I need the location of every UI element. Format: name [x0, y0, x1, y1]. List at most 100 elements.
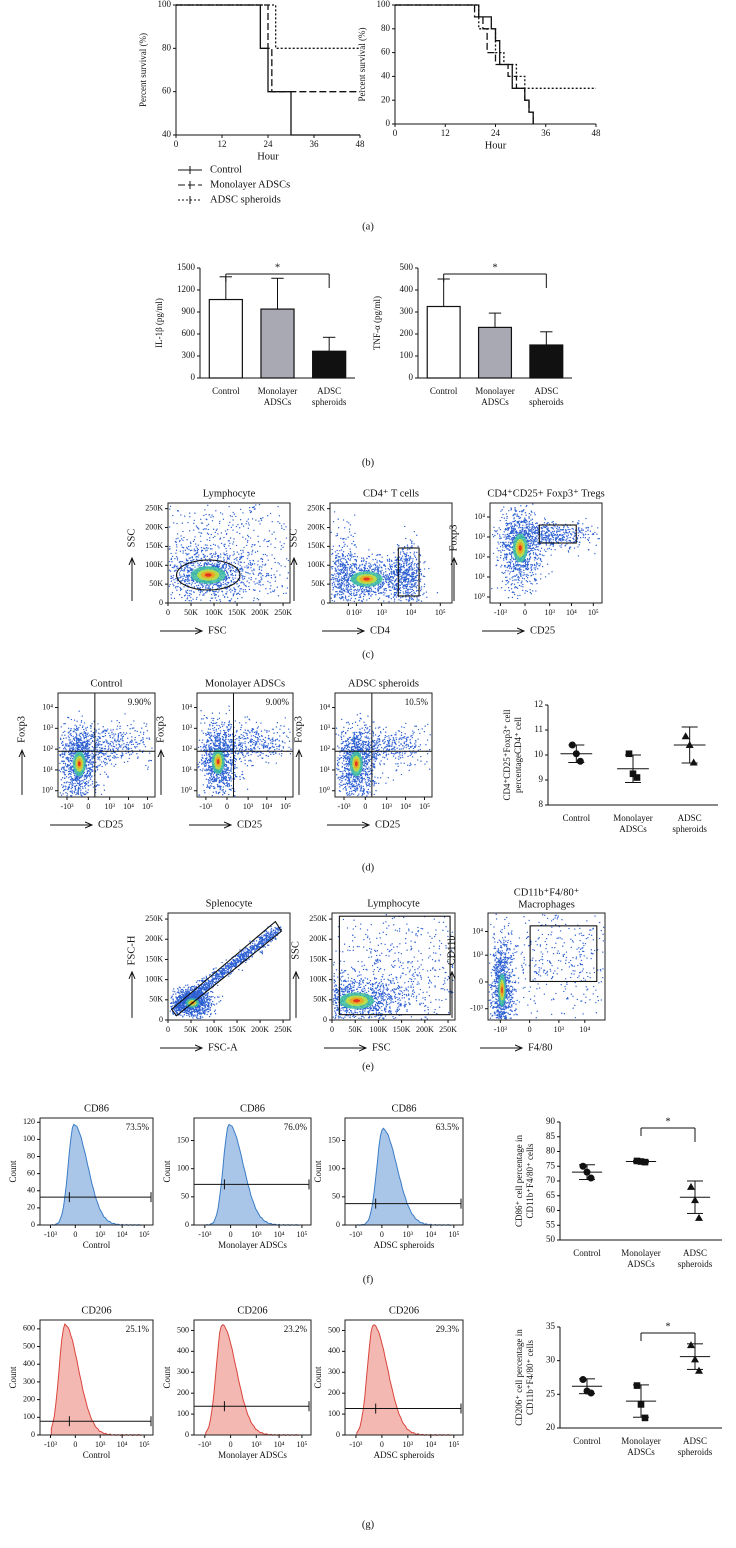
density-core: [363, 577, 370, 581]
x-tick-label: ADSCs: [619, 824, 647, 834]
x-tick-label: 10⁵: [448, 1440, 459, 1449]
y-tick-label: 50K: [149, 995, 163, 1004]
y-tick-label: 400: [328, 1346, 340, 1355]
y-tick-label: 300: [23, 1377, 35, 1386]
x-tick-label: Monolayer: [475, 386, 515, 396]
point: [691, 1355, 699, 1363]
x-tick-label: 0: [73, 1440, 77, 1449]
y-tick-label: 200K: [307, 522, 325, 531]
x-tick-label: 10⁵: [139, 1440, 150, 1449]
y-tick-label: 200: [177, 1388, 189, 1397]
gate: [529, 925, 598, 983]
x-tick-label: Monolayer: [621, 1436, 661, 1446]
density-core: [204, 573, 212, 577]
y-axis-label: SSC: [126, 529, 137, 548]
survival-line: [395, 4, 596, 89]
point: [691, 1196, 699, 1204]
x-tick-label: ADSC: [678, 813, 702, 823]
panel-label: (a): [362, 221, 374, 232]
gate: [170, 920, 283, 1017]
x-tick-label: spheroids: [678, 1447, 713, 1457]
x-tick-label: 50K: [184, 1025, 198, 1034]
legend-label: Control: [210, 164, 242, 175]
x-tick-label: 10⁴: [123, 802, 134, 811]
y-tick-label: 0: [31, 1220, 35, 1229]
y-tick-label: 20: [27, 1203, 35, 1212]
x-tick-label: 10⁴: [579, 1025, 590, 1034]
y-tick-label: 600: [23, 1324, 35, 1333]
x-tick-label: 10³: [381, 802, 392, 811]
density-core: [78, 761, 81, 767]
x-tick-label: 0: [528, 1025, 532, 1034]
plot-frame: [167, 502, 291, 604]
cell-events: [58, 710, 153, 797]
y-tick-label: 1200: [177, 284, 196, 294]
plot-frame: [196, 692, 294, 798]
y-axis-label: Count: [162, 1160, 172, 1183]
chart-title: CD206: [81, 1305, 111, 1316]
gate-percent: 25.1%: [126, 1324, 150, 1334]
y-tick-label: 100: [158, 0, 172, 9]
histogram-shape: [205, 1324, 300, 1437]
y-tick-label: 300: [400, 306, 414, 316]
x-tick-label: 200K: [251, 608, 269, 617]
y-tick-label: 60: [27, 1168, 35, 1177]
y-tick-label: 80: [546, 1146, 556, 1156]
y-axis-label: Count: [8, 1160, 18, 1183]
y-axis-label: Foxp3: [448, 525, 459, 552]
point: [568, 741, 576, 749]
x-tick-label: 10³: [95, 1440, 106, 1449]
y-tick-label: 100: [177, 1409, 189, 1418]
y-axis-label: Foxp3: [293, 716, 304, 743]
y-tick-label: 100: [177, 1164, 189, 1173]
gate: [538, 524, 577, 544]
quadrant-percent: 9.00%: [266, 697, 290, 707]
x-tick-label: 10⁴: [117, 1230, 128, 1239]
y-tick-label: 10³: [473, 950, 484, 959]
x-tick-label: 100K: [205, 608, 223, 617]
x-tick-label: 0: [225, 802, 229, 811]
y-tick-label: 500: [400, 262, 414, 272]
plot-frame: [334, 692, 433, 798]
chart-title: Lymphocyte: [367, 898, 420, 909]
y-tick-label: 10⁰: [474, 592, 485, 601]
label: CD4⁺CD25⁺Foxp3⁺ cell: [502, 709, 512, 801]
plot-frame: [329, 502, 453, 604]
x-tick-label: -10³: [44, 1230, 58, 1239]
y-axis-label: Count: [313, 1160, 323, 1183]
x-tick-label: ADSC: [683, 1436, 707, 1446]
x-tick-label: 10⁴: [425, 1440, 436, 1449]
x-tick-label: 10³: [104, 802, 115, 811]
chart-title: CD86: [240, 1103, 265, 1114]
y-axis-label: FSC-H: [126, 935, 137, 965]
x-tick-label: 0: [166, 608, 170, 617]
chart-title: Macrophages: [518, 899, 575, 910]
x-tick-label: 10⁵: [419, 802, 430, 811]
x-tick-label: 10⁴: [261, 802, 272, 811]
x-tick-label: 0: [363, 802, 367, 811]
chart-title: Lymphocyte: [203, 488, 256, 499]
y-tick-label: 100: [377, 0, 391, 9]
x-tick-label: 0: [380, 1230, 384, 1239]
x-tick-label: 10⁵: [297, 1230, 308, 1239]
x-tick-label: 10⁵: [139, 1230, 150, 1239]
x-tick-label: 10⁴: [400, 802, 411, 811]
x-tick-label: spheroids: [312, 397, 347, 407]
x-tick-label: 10⁵: [297, 1440, 308, 1449]
legend-label: ADSC spheroids: [210, 194, 281, 205]
x-tick-label: 12: [441, 128, 450, 138]
label: Hour: [257, 151, 279, 162]
label: Hour: [485, 140, 507, 151]
x-tick-label: 0: [86, 802, 90, 811]
point: [641, 1414, 649, 1422]
x-tick-label: 10³: [403, 1440, 414, 1449]
y-axis-label: Count: [162, 1366, 172, 1389]
y-tick-label: 100K: [145, 974, 163, 983]
y-tick-label: 150K: [145, 954, 163, 963]
x-tick-label: 10⁴: [406, 608, 417, 617]
x-tick-label: 10⁵: [588, 608, 599, 617]
x-tick-label: Control: [430, 386, 458, 396]
y-tick-label: 25: [546, 1388, 556, 1398]
x-tick-label: ADSCs: [264, 397, 292, 407]
histogram-shape: [51, 1123, 143, 1227]
